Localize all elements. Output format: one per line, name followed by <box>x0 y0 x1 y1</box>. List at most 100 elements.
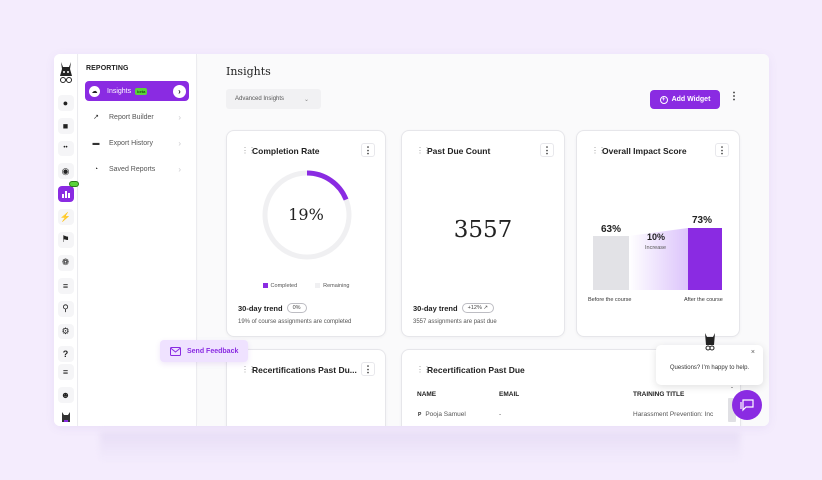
add-widget-button[interactable]: + Add Widget <box>650 90 720 109</box>
drag-handle-icon[interactable]: ⋮⋮ <box>241 146 256 155</box>
completion-rate-card: ⋮⋮ Completion Rate ⋮ 19% Completed Remai… <box>226 130 386 337</box>
saved-icon: ◔ <box>93 165 99 173</box>
chevron-right-icon[interactable]: › <box>173 84 186 98</box>
card-title: Recertification Past Due <box>427 365 525 375</box>
globe-icon[interactable]: ❁ <box>57 254 74 271</box>
subnav-item-label: Insights <box>107 87 132 95</box>
section-title: REPORTING <box>86 65 129 72</box>
subnav-item-label: Export History <box>109 139 153 147</box>
chevron-right-icon: › <box>178 112 181 122</box>
layers-icon[interactable]: ≡ <box>57 364 74 381</box>
insights-icon: ☁ <box>89 85 100 97</box>
column-header-email[interactable]: EMAIL <box>499 391 520 398</box>
card-menu-icon[interactable]: ⋮ <box>715 143 729 157</box>
mascot-icon <box>704 333 716 353</box>
add-widget-label: Add Widget <box>671 96 711 103</box>
send-feedback-button[interactable]: Send Feedback <box>160 340 248 362</box>
table-row-name[interactable]: P Pooja Samuel <box>418 411 466 418</box>
flag-icon[interactable]: ⚑ <box>57 232 74 248</box>
user-icon[interactable]: ● <box>57 94 74 111</box>
chart-legend: Completed Remaining <box>227 283 385 289</box>
card-title: Overall Impact Score <box>602 146 687 156</box>
subnav-item-insights[interactable]: ☁ Insights beta › <box>85 81 189 101</box>
before-bar <box>593 236 629 290</box>
trend-pill: +12% ↗ <box>461 303 494 313</box>
subnav-item-export-history[interactable]: ▬ Export History › <box>85 133 189 153</box>
table-row-training: Harassment Prevention: Inc <box>633 411 714 418</box>
subnav-item-label: Saved Reports <box>109 165 156 173</box>
mascot-icon[interactable] <box>58 410 74 426</box>
connections-icon[interactable]: •• <box>57 140 74 157</box>
stack-icon[interactable]: ≡ <box>57 277 74 294</box>
card-menu-icon[interactable]: ⋮ <box>361 143 375 157</box>
new-badge <box>68 181 79 188</box>
table-row-email: - <box>499 411 502 418</box>
card-title: Completion Rate <box>252 146 320 156</box>
account-icon[interactable]: ☻ <box>57 387 74 404</box>
recertifications-count-card: ⋮⋮ Recertifications Past Du... ⋮ <box>226 349 386 426</box>
completion-donut-chart <box>262 170 352 260</box>
puzzle-icon[interactable]: ■ <box>57 117 74 134</box>
reporting-subnav: REPORTING ☁ Insights beta › ↗ Report Bui… <box>79 54 197 426</box>
avatar: P <box>418 411 422 418</box>
target-icon[interactable]: ◉ <box>57 163 74 180</box>
trend-description: 19% of course assignments are completed <box>238 319 352 325</box>
card-menu-icon[interactable]: ⋮ <box>361 362 375 376</box>
column-header-training-title[interactable]: TRAINING TITLE <box>633 391 685 398</box>
beta-badge: beta <box>135 87 148 95</box>
subnav-item-label: Report Builder <box>109 113 154 121</box>
trend-pill: 0% <box>286 303 307 313</box>
subnav-item-report-builder[interactable]: ↗ Report Builder › <box>85 107 189 127</box>
chevron-right-icon: › <box>178 164 181 174</box>
search-icon[interactable]: ⚲ <box>57 300 74 317</box>
chat-popover: × Questions? I'm happy to help. <box>656 333 763 385</box>
reflection-decoration <box>100 432 740 462</box>
chevron-down-icon: ⌄ <box>303 96 309 103</box>
dropdown-value: Advanced Insights <box>235 96 285 102</box>
overall-impact-card: ⋮⋮ Overall Impact Score ⋮ 63% 73% 10% In… <box>576 130 740 337</box>
help-icon[interactable]: ? <box>57 346 74 363</box>
card-title: Recertifications Past Du... <box>252 365 357 375</box>
trend-label: 30-day trend 0% <box>238 303 307 313</box>
past-due-value: 3557 <box>453 217 513 243</box>
completion-value: 19% <box>288 205 324 224</box>
mail-icon <box>170 346 181 356</box>
drag-handle-icon[interactable]: ⋮⋮ <box>241 365 256 374</box>
drag-handle-icon[interactable]: ⋮⋮ <box>416 365 431 374</box>
after-value: 73% <box>692 215 713 226</box>
insights-dropdown[interactable]: Advanced Insights ⌄ <box>226 89 321 109</box>
more-options-icon[interactable]: ⋮ <box>729 91 739 102</box>
increase-value: 10% <box>647 232 666 242</box>
drag-handle-icon[interactable]: ⋮⋮ <box>591 146 606 155</box>
chat-message: Questions? I'm happy to help. <box>669 365 750 371</box>
icon-rail: ● ■ •• ◉ ⚡ ⚑ ❁ ≡ ⚲ ⚙ ? ≡ ☻ <box>54 54 79 426</box>
legend-remaining: Remaining <box>315 283 349 289</box>
scroll-up-icon[interactable]: ˆ <box>731 388 733 394</box>
before-label: Before the course <box>588 297 632 303</box>
settings-icon[interactable]: ⚙ <box>57 323 74 340</box>
reports-icon[interactable] <box>57 181 79 203</box>
chat-bubble-icon <box>740 398 754 411</box>
plus-circle-icon: + <box>659 95 668 104</box>
card-menu-icon[interactable]: ⋮ <box>540 143 554 157</box>
export-icon: ▬ <box>92 139 100 147</box>
chart-line-icon: ↗ <box>93 114 99 121</box>
close-icon[interactable]: × <box>750 349 755 356</box>
drag-handle-icon[interactable]: ⋮⋮ <box>416 146 431 155</box>
legend-completed: Completed <box>262 283 297 289</box>
card-title: Past Due Count <box>427 146 491 156</box>
impact-bar-chart <box>593 228 722 290</box>
lightning-icon[interactable]: ⚡ <box>57 209 74 226</box>
page-title: Insights <box>226 65 271 78</box>
llama-logo-icon[interactable] <box>56 58 76 88</box>
column-header-name[interactable]: NAME <box>417 391 437 398</box>
chat-button[interactable] <box>732 390 762 420</box>
before-value: 63% <box>601 224 622 235</box>
increase-label: Increase <box>645 245 667 251</box>
trend-description: 3557 assignments are past due <box>413 319 497 325</box>
trend-label: 30-day trend +12% ↗ <box>413 303 494 313</box>
past-due-count-card: ⋮⋮ Past Due Count ⋮ 3557 30-day trend +1… <box>401 130 565 337</box>
subnav-item-saved-reports[interactable]: ◔ Saved Reports › <box>85 159 189 179</box>
after-bar <box>688 228 722 290</box>
after-label: After the course <box>684 297 723 303</box>
